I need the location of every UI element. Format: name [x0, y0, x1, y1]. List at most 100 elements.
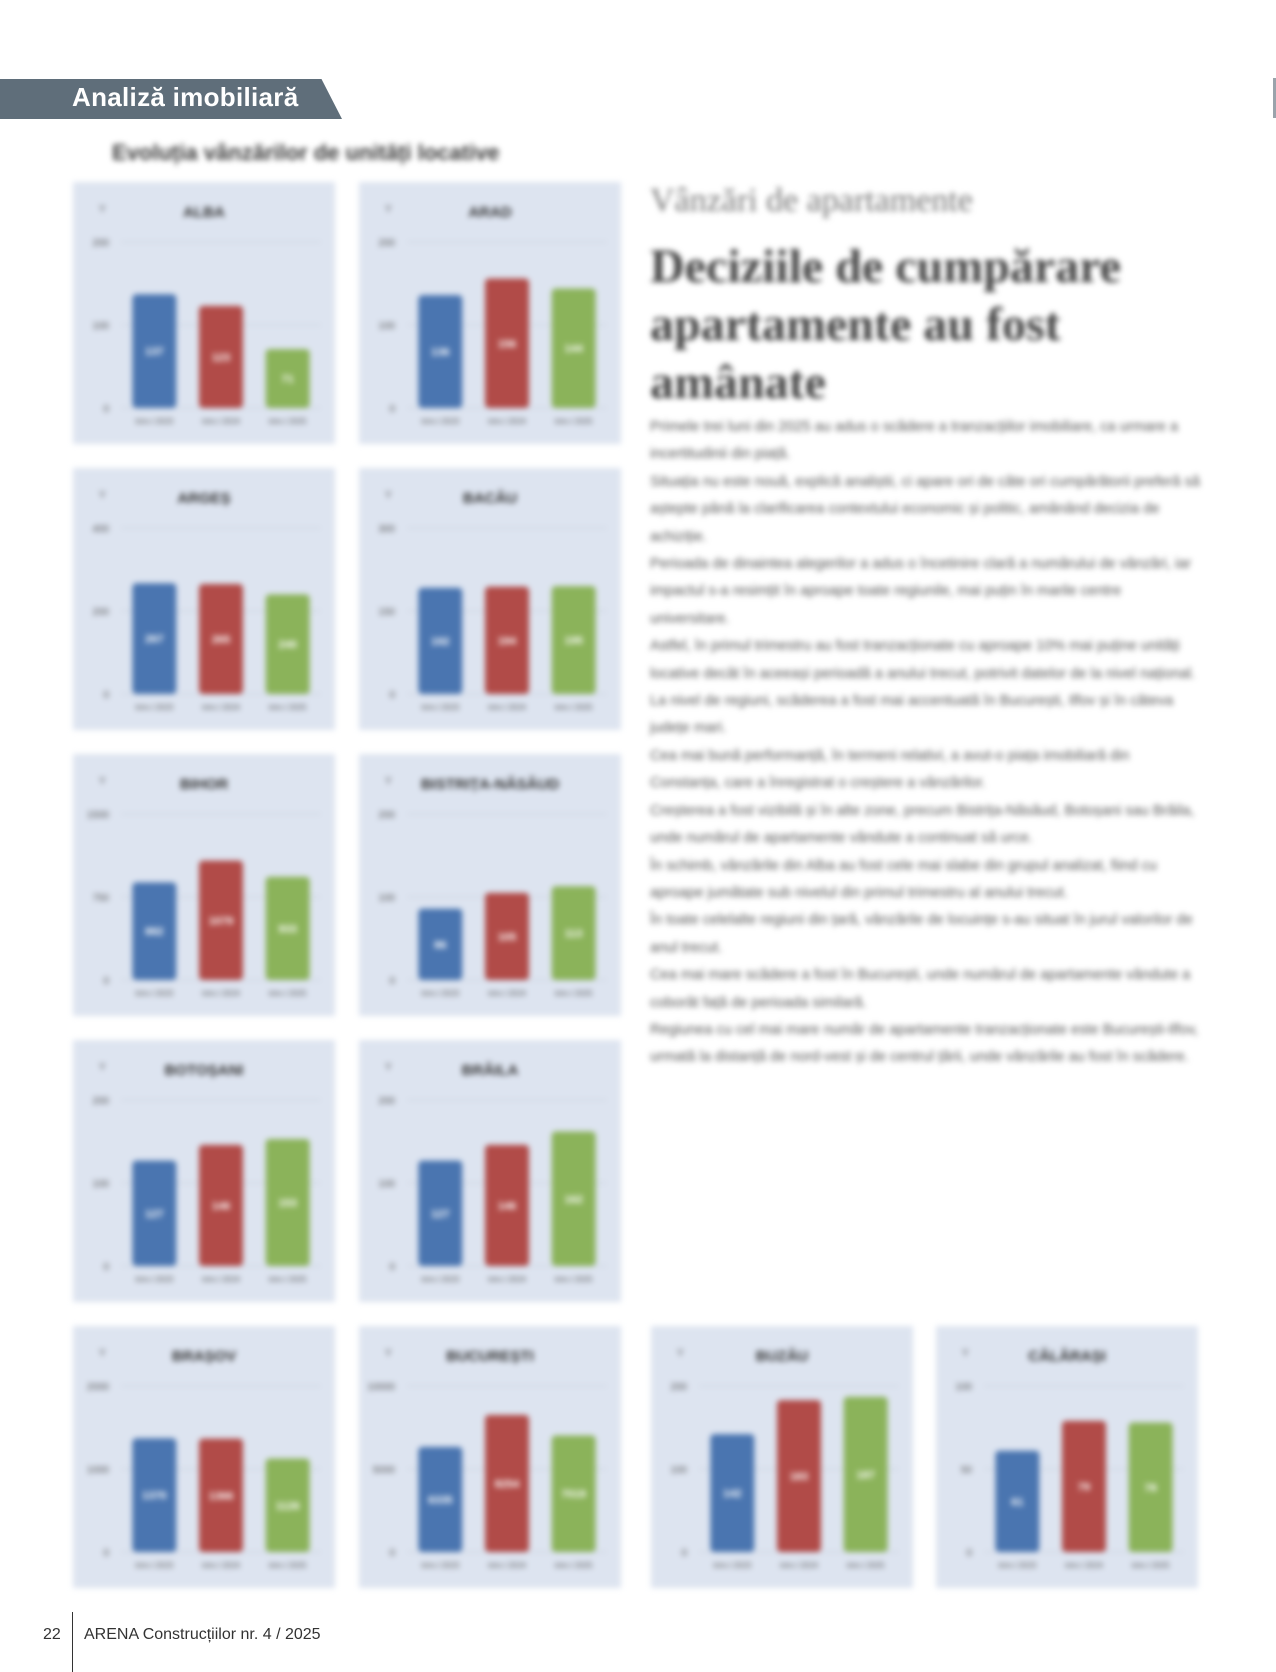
x-category-label: trim.I 2025 — [555, 417, 593, 426]
x-category-label: trim.I 2023 — [713, 1561, 751, 1570]
x-category-label: trim.I 2023 — [135, 703, 173, 712]
chart-unit-label: Y — [385, 1348, 392, 1359]
bar-value-label: 142 — [723, 1488, 741, 1500]
bar-value-label: 195 — [564, 635, 582, 647]
bar — [1128, 1422, 1173, 1552]
chart-title: ARGEȘ — [177, 490, 231, 507]
article-body: Primele trei luni din 2025 au adus o scă… — [650, 414, 1202, 1072]
x-category-label: trim.I 2024 — [202, 989, 240, 998]
bar-value-label: 78 — [1145, 1482, 1157, 1494]
article-paragraph: Cea mai bună performanță, în termeni rel… — [650, 747, 1130, 792]
bar-value-label: 61 — [1011, 1496, 1023, 1508]
x-category-label: trim.I 2023 — [421, 1275, 459, 1284]
bar — [265, 876, 310, 980]
chart-unit-label: Y — [385, 490, 392, 501]
bar-chart: 0 100 200 127 trim.I 2023 146 trim.I 2024 162 tr… — [378, 1096, 607, 1284]
article-paragraph: În toate celelalte regiuni din țară, vân… — [650, 912, 1193, 956]
chart-panel: Y ARGEȘ 0 200 400 267 trim.I 2023 265 trim.I 202… — [73, 468, 335, 730]
y-tick-label: 1500 — [87, 810, 110, 821]
bar-value-label: 136 — [431, 347, 449, 359]
y-tick-label: 150 — [378, 607, 395, 618]
y-tick-label: 750 — [92, 893, 109, 904]
y-tick-label: 0 — [389, 1262, 395, 1273]
bar — [265, 594, 310, 694]
bar-value-label: 240 — [278, 639, 296, 651]
bar-chart: 0 50 100 61 trim.I 2023 79 trim.I 2024 78 trim.I… — [955, 1382, 1184, 1570]
bar-chart: 0 200 400 267 trim.I 2023 265 trim.I 2024 240 tr… — [92, 524, 321, 712]
bar — [843, 1396, 888, 1552]
bar — [995, 1450, 1040, 1552]
bar-value-label: 105 — [498, 931, 516, 943]
bar — [418, 1160, 463, 1266]
y-tick-label: 0 — [103, 404, 109, 415]
article-paragraph: Cea mai mare scădere a fost în București… — [650, 967, 1191, 1011]
bar-value-label: 267 — [145, 634, 163, 646]
y-tick-label: 400 — [92, 524, 109, 535]
y-tick-label: 200 — [378, 1096, 395, 1107]
article-paragraph: La nivel de regiuni, scăderea a fost mai… — [650, 693, 1174, 737]
bar — [551, 1131, 596, 1266]
x-category-label: trim.I 2024 — [202, 1275, 240, 1284]
chart-title: CĂLĂRAȘI — [1028, 1348, 1106, 1365]
bar — [551, 288, 596, 408]
chart-panel: Y BRAȘOV 0 1000 2000 1370 trim.I 2023 1366 trim.… — [73, 1326, 335, 1588]
x-category-label: trim.I 2024 — [488, 1561, 526, 1570]
bar-chart: 0 100 200 142 trim.I 2023 183 trim.I 2024 187 tr… — [670, 1382, 899, 1570]
chart-unit-label: Y — [99, 204, 106, 215]
bar-value-label: 137 — [145, 346, 163, 358]
bar-value-label: 192 — [431, 636, 449, 648]
x-category-label: trim.I 2024 — [488, 417, 526, 426]
x-category-label: trim.I 2025 — [269, 1275, 307, 1284]
y-tick-label: 100 — [955, 1382, 972, 1393]
x-category-label: trim.I 2023 — [998, 1561, 1036, 1570]
y-tick-label: 0 — [389, 404, 395, 415]
article-paragraph: În schimb, vânzările din Alba au fost ce… — [650, 857, 1158, 901]
y-tick-label: 5000 — [373, 1465, 396, 1476]
charts-section-title: Evoluția vânzărilor de unități locative — [112, 140, 500, 165]
y-tick-label: 0 — [103, 1262, 109, 1273]
section-banner — [0, 79, 342, 119]
article-kicker: Vânzări de apartamente — [650, 182, 973, 219]
bar — [132, 1438, 177, 1552]
bar — [485, 1414, 529, 1552]
chart-unit-label: Y — [385, 204, 392, 215]
bar-chart: 0 750 1500 882 trim.I 2023 1079 trim.I 2024 933… — [87, 810, 321, 998]
bar — [777, 1400, 821, 1552]
bar-chart: 0 100 200 86 trim.I 2023 105 trim.I 2024 113 tri… — [378, 810, 607, 998]
y-tick-label: 0 — [103, 1548, 109, 1559]
x-category-label: trim.I 2023 — [135, 417, 173, 426]
bar — [551, 886, 596, 980]
y-tick-label: 100 — [378, 1179, 395, 1190]
chart-unit-label: Y — [677, 1348, 684, 1359]
y-tick-label: 100 — [378, 321, 395, 332]
chart-panel: Y BUCUREȘTI 0 5000 10000 6335 trim.I 2023 8254 t… — [359, 1326, 621, 1588]
bar — [485, 586, 529, 694]
bar — [132, 1160, 177, 1266]
chart-panel: Y BIHOR 0 750 1500 882 trim.I 2023 1079 trim.I 2… — [73, 754, 335, 1016]
x-category-label: trim.I 2025 — [555, 703, 593, 712]
x-category-label: trim.I 2025 — [555, 1561, 593, 1570]
x-category-label: trim.I 2025 — [555, 989, 593, 998]
y-tick-label: 100 — [378, 893, 395, 904]
x-category-label: trim.I 2023 — [421, 989, 459, 998]
x-category-label: trim.I 2025 — [555, 1275, 593, 1284]
bar — [485, 1144, 529, 1266]
chart-unit-label: Y — [385, 1062, 392, 1073]
bar-value-label: 86 — [434, 939, 446, 951]
x-category-label: trim.I 2023 — [421, 417, 459, 426]
y-tick-label: 0 — [966, 1548, 972, 1559]
y-tick-label: 0 — [681, 1548, 687, 1559]
bar-value-label: 156 — [498, 338, 516, 350]
article-paragraph: Perioada de dinaintea alegerilor a adus … — [650, 556, 1192, 627]
bar-value-label: 153 — [278, 1198, 296, 1210]
x-category-label: trim.I 2025 — [1132, 1561, 1170, 1570]
y-tick-label: 200 — [92, 1096, 109, 1107]
bar — [199, 305, 243, 408]
y-tick-label: 0 — [389, 976, 395, 987]
bar — [199, 584, 243, 694]
bar-value-label: 71 — [282, 374, 294, 386]
chart-panel: Y BRĂILA 0 100 200 127 trim.I 2023 146 trim.I 20… — [359, 1040, 621, 1302]
bar-value-label: 123 — [212, 352, 230, 364]
bar-chart: 0 5000 10000 6335 trim.I 2023 8254 trim.I 2024… — [367, 1382, 607, 1570]
chart-title: BRAȘOV — [171, 1348, 237, 1365]
